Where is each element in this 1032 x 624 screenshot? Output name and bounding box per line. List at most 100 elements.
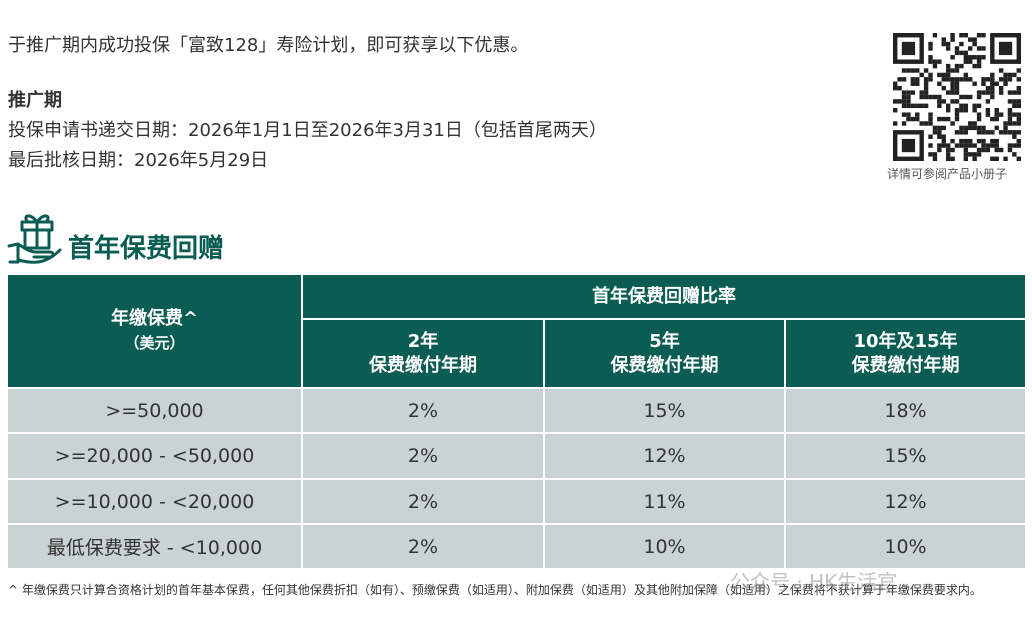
- qr-module: [963, 156, 969, 161]
- promo-line: 最后批核日期：2026年5月29日: [8, 150, 269, 171]
- qr-module: [1016, 99, 1021, 104]
- qr-module: [932, 63, 938, 69]
- qr-module: [990, 77, 995, 82]
- table-cell: 15%: [545, 389, 784, 432]
- qr-module: [901, 138, 916, 153]
- qr-module: [915, 68, 920, 73]
- qr-module: [945, 41, 951, 47]
- qr-module: [976, 116, 982, 122]
- qr-module: [893, 99, 898, 104]
- table-header-cell: 10年及15年 保费缴付年期: [786, 320, 1025, 387]
- qr-module: [928, 121, 933, 126]
- qr-module: [954, 68, 960, 73]
- qr-module: [1003, 156, 1008, 161]
- qr-module: [893, 108, 898, 113]
- qr-module: [963, 147, 969, 153]
- qr-module: [994, 112, 999, 117]
- qr-module: [915, 103, 920, 109]
- qr-module: [1016, 121, 1021, 126]
- qr-module: [945, 108, 951, 113]
- qr-module: [1016, 103, 1021, 109]
- qr-module: [959, 130, 964, 135]
- header-text: 保费缴付年期: [851, 354, 960, 376]
- qr-module: [928, 116, 933, 122]
- qr-module: [985, 77, 991, 82]
- qr-module: [945, 103, 951, 109]
- qr-module: [972, 81, 977, 86]
- qr-module: [976, 33, 982, 38]
- qr-module: [945, 152, 951, 157]
- qr-module: [928, 143, 933, 148]
- qr-module: [923, 103, 929, 109]
- header-text: 保费缴付年期: [610, 354, 719, 376]
- qr-module: [937, 130, 942, 135]
- qr-module: [941, 85, 946, 91]
- qr-module: [901, 41, 916, 56]
- qr-module: [963, 108, 969, 113]
- qr-module: [906, 68, 911, 73]
- qr-module: [976, 152, 982, 157]
- qr-module: [893, 121, 898, 126]
- table-cell: 2%: [303, 480, 543, 523]
- qr-module: [985, 108, 991, 113]
- qr-module: [923, 121, 929, 126]
- qr-module: [937, 81, 942, 86]
- table-cell: 12%: [786, 480, 1025, 523]
- qr-module: [954, 46, 960, 51]
- qr-module: [945, 72, 951, 78]
- qr-module: [954, 77, 960, 82]
- qr-module: [990, 156, 995, 161]
- qr-module: [1016, 143, 1021, 148]
- qr-module: [976, 90, 982, 95]
- qr-module: [1012, 112, 1017, 117]
- qr-module: [954, 130, 960, 135]
- qr-module: [1016, 156, 1021, 161]
- qr-module: [915, 77, 920, 82]
- qr-module: [932, 152, 938, 157]
- qr-module: [981, 90, 986, 95]
- qr-module: [976, 147, 982, 153]
- qr-module: [998, 90, 1004, 95]
- qr-module: [998, 130, 1004, 135]
- qr-module: [1012, 121, 1017, 126]
- table-cell: >=10,000 - <20,000: [8, 480, 301, 523]
- qr-module: [985, 85, 991, 91]
- qr-module: [976, 138, 982, 144]
- qr-module: [976, 112, 982, 117]
- qr-module: [981, 77, 986, 82]
- qr-module: [1012, 90, 1017, 95]
- header-text: 10年及15年: [853, 330, 958, 352]
- qr-module: [932, 130, 938, 135]
- qr-module: [945, 90, 951, 95]
- qr-module: [994, 156, 999, 161]
- qr-module: [910, 68, 916, 73]
- promo-line: 投保申请书递交日期：2026年1月1日至2026年3月31日（包括首尾两天）: [8, 120, 607, 141]
- qr-module: [937, 134, 942, 139]
- qr-module: [910, 81, 916, 86]
- qr-module: [901, 112, 907, 117]
- qr-module: [901, 103, 907, 109]
- intro: 于推广期内成功投保「富致128」寿险计划，即可获享以下优惠。: [8, 35, 529, 56]
- table-header-cell: 首年保费回赠比率: [303, 275, 1025, 318]
- qr-module: [1007, 147, 1013, 153]
- table-header-cell: 5年 保费缴付年期: [545, 320, 784, 387]
- qr-module: [941, 138, 946, 144]
- qr-module: [968, 121, 973, 126]
- qr-module: [941, 134, 946, 139]
- qr-module: [954, 112, 960, 117]
- qr-module: [901, 94, 907, 100]
- qr-module: [915, 116, 920, 122]
- qr-module: [897, 77, 902, 82]
- qr-module: [954, 108, 960, 113]
- qr-module: [901, 121, 907, 126]
- qr-module: [928, 55, 933, 60]
- table-cell: 18%: [786, 389, 1025, 432]
- qr-module: [945, 63, 951, 69]
- qr-module: [1016, 116, 1021, 122]
- qr-module: [998, 41, 1013, 56]
- qr-module: [990, 130, 995, 135]
- table-cell: 15%: [786, 434, 1025, 478]
- qr-module: [963, 103, 969, 109]
- qr-module: [972, 37, 977, 42]
- qr-module: [994, 108, 999, 113]
